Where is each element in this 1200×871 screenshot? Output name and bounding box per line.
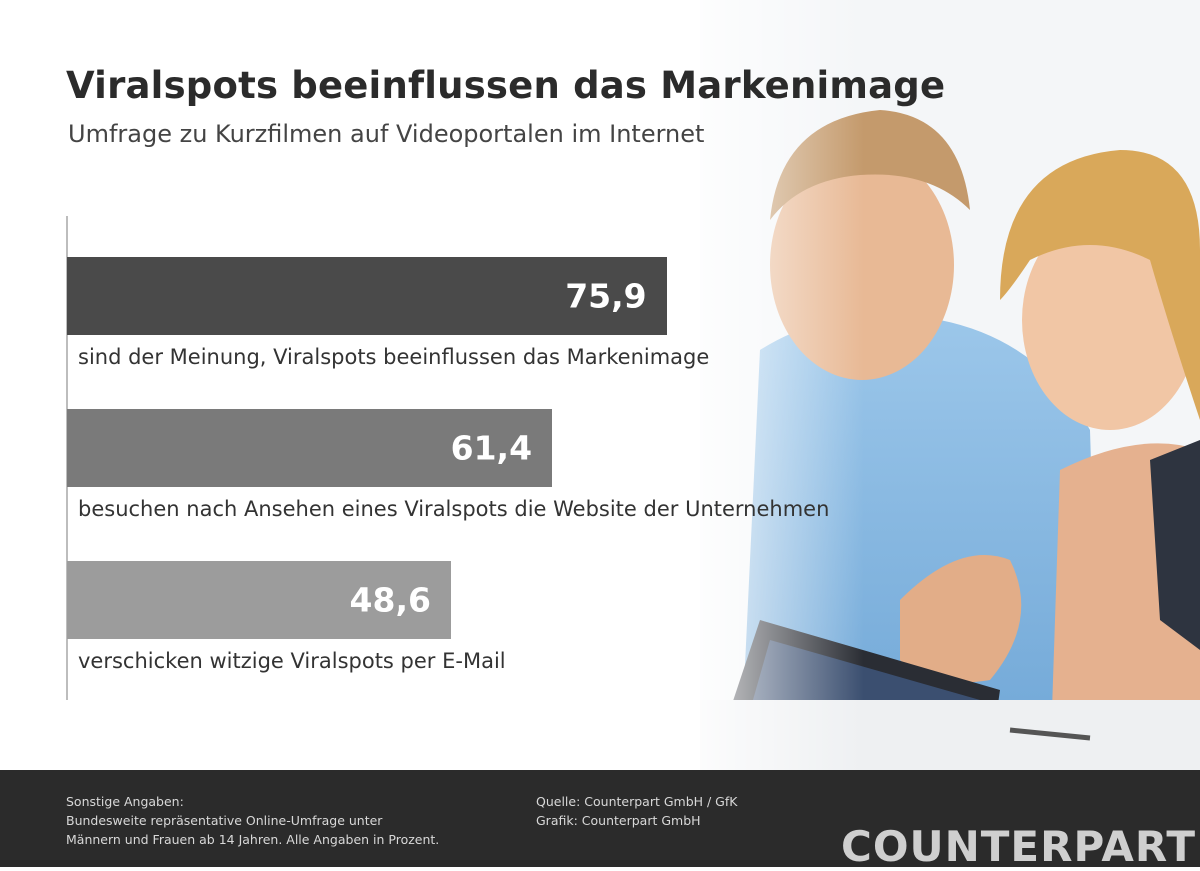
bar-value-label: 48,6: [349, 580, 431, 620]
footer: Sonstige Angaben: Bundesweite repräsenta…: [0, 770, 1200, 871]
bar-2: 61,4: [67, 409, 553, 487]
category-label: besuchen nach Ansehen eines Viralspots d…: [78, 497, 830, 521]
notes-line-1: Bundesweite repräsentative Online-Umfrag…: [66, 813, 383, 828]
chart-title: Viralspots beeinflussen das Markenimage: [66, 64, 946, 107]
category-label: sind der Meinung, Viralspots beeinflusse…: [78, 345, 710, 369]
category-label: verschicken witzige Viralspots per E-Mai…: [78, 649, 506, 673]
counterpart-logo: COUNTERPART: [841, 822, 1196, 871]
footer-notes: Sonstige Angaben: Bundesweite repräsenta…: [66, 792, 439, 849]
bar-value-label: 75,9: [565, 276, 647, 316]
chart-subtitle: Umfrage zu Kurzfilmen auf Videoportalen …: [68, 120, 705, 148]
graphic-credit: Grafik: Counterpart GmbH: [536, 813, 701, 828]
bar-3: 48,6: [67, 561, 451, 639]
bar-1: 75,9: [67, 257, 667, 335]
bar-value-label: 61,4: [450, 428, 533, 468]
footer-credits: Quelle: Counterpart GmbH / GfK Grafik: C…: [536, 792, 737, 830]
notes-heading: Sonstige Angaben:: [66, 794, 184, 809]
people-laptop-photo: [0, 0, 1200, 770]
notes-line-2: Männern und Frauen ab 14 Jahren. Alle An…: [66, 832, 440, 847]
source-credit: Quelle: Counterpart GmbH / GfK: [536, 794, 738, 809]
